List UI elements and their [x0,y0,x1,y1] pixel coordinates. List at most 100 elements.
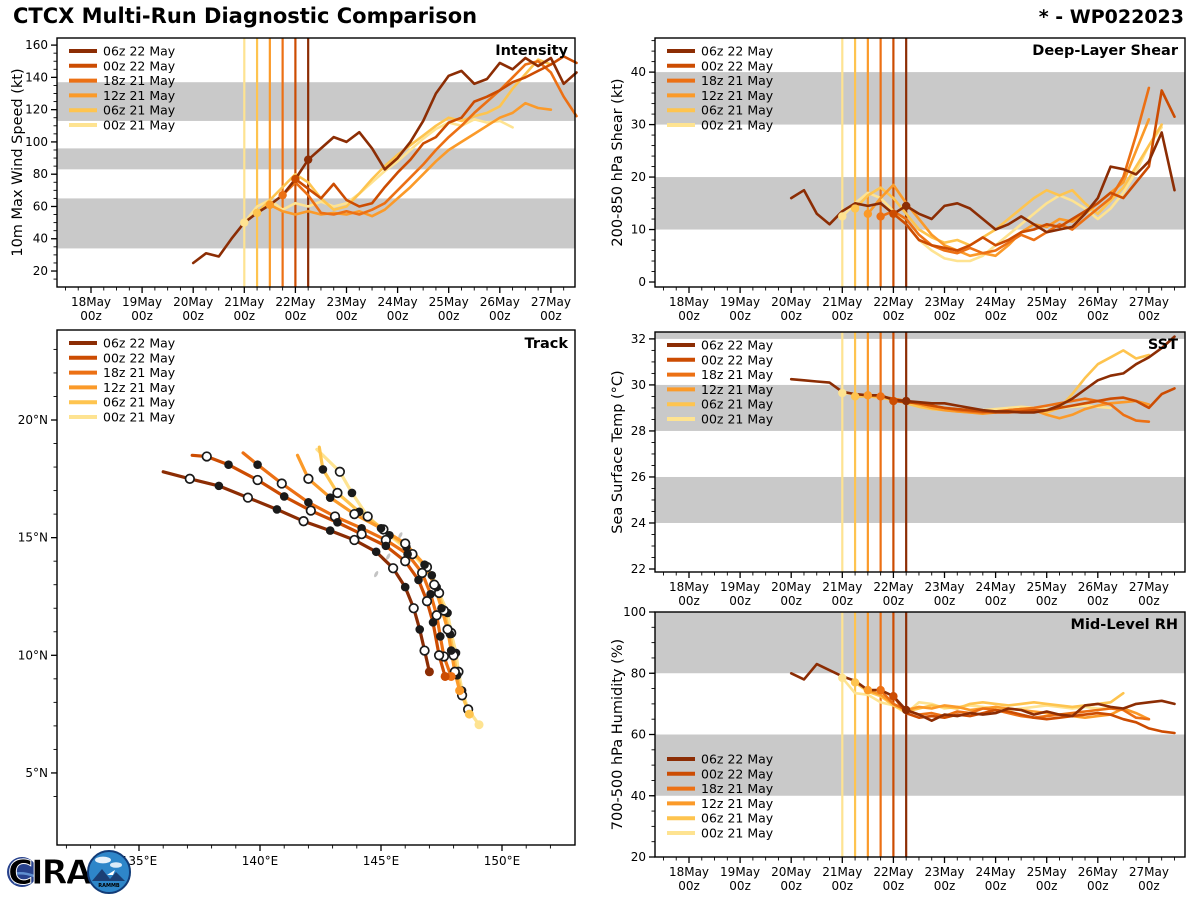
sst-x-tick-label: 19May [720,580,760,594]
track-marker-open [252,474,263,486]
shear-x-tick-label: 00z [985,309,1007,323]
intensity-init-point [291,174,300,184]
sst-x-tick-label: 00z [1138,594,1160,608]
intensity-init-point [303,155,313,164]
rh-x-tick-label: 00z [985,879,1007,893]
track-marker-filled [325,493,335,502]
rh-y-tick-label: 40 [631,789,646,803]
track-marker-open [276,478,287,489]
shear-legend-label: 00z 21 May [701,118,774,133]
shear-x-tick-label: 18May [669,295,709,309]
rh-x-tick-label: 22May [873,865,913,879]
series-00z-22-may [892,387,1176,414]
sst-y-tick-label: 28 [631,424,646,438]
track-marker-filled [347,488,357,498]
series-00z-21-may [840,676,1112,715]
shear-x-tick-label: 00z [780,309,802,323]
rh-category-band [655,734,1185,796]
sst-x-tick-label: 00z [985,594,1007,608]
rammb-cloud [95,856,111,864]
rh-x-tick-label: 00z [678,879,700,893]
track-marker-filled [214,481,224,491]
rh-x-tick-label: 18May [669,865,709,879]
shear-x-tick-label: 00z [832,309,854,323]
track-marker-open [433,650,445,661]
rh-legend-label: 00z 22 May [701,766,774,781]
shear-init-point [838,212,847,221]
track-y-tick-label: 20°N [18,413,48,427]
track-marker-filled [279,492,289,501]
island-landmark [386,553,391,560]
sst-x-tick-label: 00z [934,594,956,608]
series-06z-21-may [853,123,1163,247]
intensity-x-tick-label: 24May [378,295,418,309]
shear-y-tick-label: 30 [631,118,646,132]
rh-x-tick-label: 00z [883,879,905,893]
track-marker-filled [304,498,313,507]
sst-x-tick-label: 00z [883,594,905,608]
rammb-badge-text: RAMMB [98,883,120,889]
island-landmark [374,571,379,578]
shear-x-tick-label: 00z [883,309,905,323]
sst-y-tick-label: 32 [631,332,646,346]
track-marker-filled [400,582,410,592]
shear-init-point [850,204,860,213]
intensity-y-tick-label: 100 [25,135,48,149]
rh-panel-title: Mid-Level RH [1071,617,1178,633]
sst-x-tick-label: 22May [873,580,913,594]
storm-id: * - WP022023 [1038,6,1184,28]
rammb-mountains [92,869,125,881]
page-title: CTCX Multi-Run Diagnostic Comparison [13,4,478,28]
rh-y-tick-label: 20 [631,850,646,864]
track-marker-open [400,556,411,567]
shear-legend-label: 06z 22 May [701,44,774,59]
track-marker-open [362,511,373,522]
intensity-legend-label: 06z 21 May [103,103,176,118]
track-marker-filled [224,460,233,470]
track-marker-open [332,487,343,499]
intensity-x-tick-label: 25May [429,295,469,309]
sst-x-tick-label: 24May [976,580,1016,594]
intensity-y-tick-label: 160 [25,38,48,52]
track-marker-filled [446,646,456,655]
island-landmark [398,532,403,539]
rh-y-tick-label: 100 [623,605,646,619]
series-18z-21-may [281,59,578,216]
intensity-x-tick-label: 00z [182,309,204,323]
intensity-init-point [278,190,287,200]
track-marker-open [429,579,440,590]
intensity-init-point [252,208,262,218]
intensity-legend-label: 00z 21 May [103,118,176,133]
track-frame [56,329,576,846]
sst-init-point [876,392,885,401]
track-marker-open [303,473,314,484]
rh-x-tick-label: 21May [822,865,862,879]
sst-x-tick-label: 20May [771,580,811,594]
shear-panel: 18May00z19May00z20May00z21May00z22May00z… [610,37,1186,323]
track-marker-open [416,567,428,579]
shear-init-point [863,209,873,218]
sst-category-band [655,332,1185,339]
intensity-x-tick-label: 00z [438,309,460,323]
track-marker-filled [253,460,262,470]
series-00z-22-may [294,55,578,208]
track-marker-filled [371,547,381,557]
rh-init-point [850,678,860,687]
track-x-tick-label: 145°E [363,854,400,868]
intensity-x-tick-label: 22May [275,295,315,309]
rh-legend-label: 00z 21 May [701,826,774,841]
intensity-y-tick-label: 40 [33,232,48,246]
shear-x-tick-label: 19May [720,295,760,309]
sst-x-tick-label: 18May [669,580,709,594]
shear-x-tick-label: 20May [771,295,811,309]
track-marker-filled [415,625,425,634]
intensity-y-tick-label: 80 [33,167,48,181]
track-start-point [455,686,465,696]
rh-x-tick-label: 24May [976,865,1016,879]
intensity-legend-label: 06z 22 May [103,44,176,59]
track-marker-filled [376,523,386,533]
sst-x-tick-label: 23May [924,580,964,594]
series-00z-21-may [243,118,514,224]
track-marker-open [305,505,316,516]
